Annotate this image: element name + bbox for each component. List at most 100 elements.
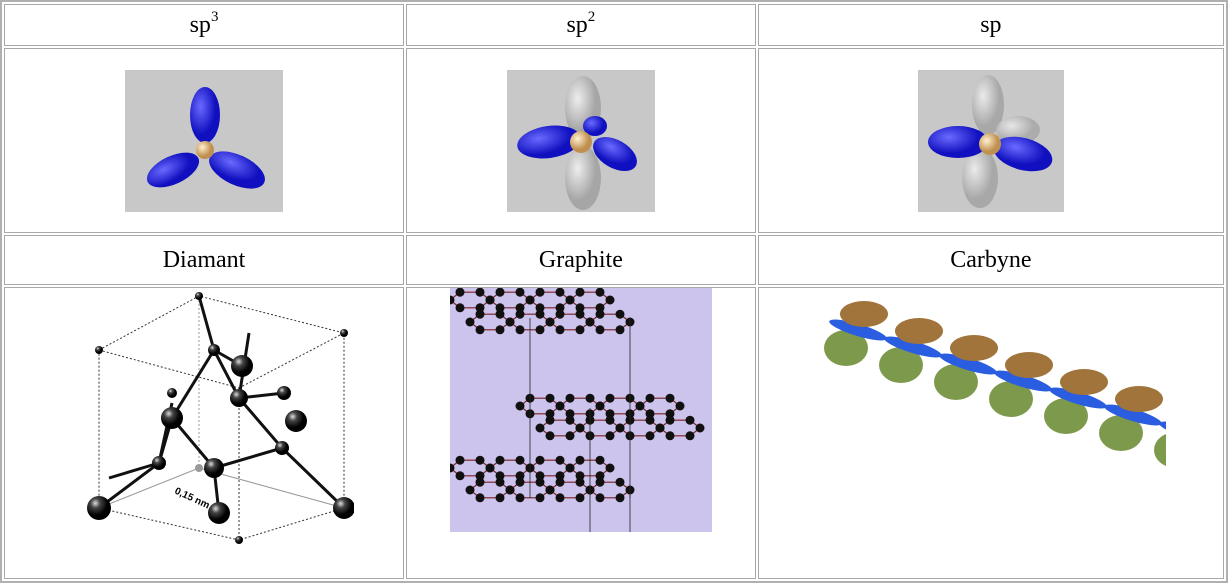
atom xyxy=(615,477,625,487)
atom xyxy=(495,477,505,487)
atom xyxy=(555,303,565,313)
sp3-orbital xyxy=(125,69,284,212)
green-lobe xyxy=(878,347,923,383)
atom xyxy=(565,431,575,441)
header-text: sp xyxy=(566,11,588,38)
atom xyxy=(595,455,605,465)
atom xyxy=(565,295,575,305)
atom xyxy=(605,393,615,403)
atom xyxy=(575,303,585,313)
atom xyxy=(505,317,515,327)
green-lobe xyxy=(823,330,868,366)
atom xyxy=(575,455,585,465)
atom xyxy=(465,485,475,495)
atom xyxy=(555,309,565,319)
atom xyxy=(615,423,625,433)
atom xyxy=(685,431,695,441)
atom xyxy=(595,325,605,335)
atom xyxy=(555,493,565,503)
atom xyxy=(535,325,545,335)
atom xyxy=(635,401,645,411)
name-row: Diamant Graphite Carbyne xyxy=(4,235,1224,285)
atom xyxy=(535,288,545,297)
atom xyxy=(485,463,495,473)
atom xyxy=(605,415,615,425)
atom xyxy=(595,303,605,313)
atom xyxy=(555,401,565,411)
atom xyxy=(515,401,525,411)
atom xyxy=(615,493,625,503)
atom xyxy=(515,477,525,487)
blue-lobe xyxy=(939,353,997,375)
brown-lobe xyxy=(1059,369,1108,395)
atom xyxy=(475,471,485,481)
atom xyxy=(585,393,595,403)
atom xyxy=(645,393,655,403)
atom xyxy=(575,423,585,433)
atom xyxy=(575,471,585,481)
blue-lobe xyxy=(1049,387,1107,409)
blue-lobe xyxy=(1104,404,1162,426)
atom xyxy=(595,309,605,319)
atom xyxy=(545,317,555,327)
structure-cell: 0,15 nm xyxy=(4,287,405,579)
atom xyxy=(595,288,605,297)
atom xyxy=(545,485,555,495)
atom xyxy=(455,303,465,313)
atom xyxy=(645,431,655,441)
atom xyxy=(495,303,505,313)
brown-lobe xyxy=(839,301,888,327)
blue-lobe xyxy=(829,319,887,341)
header-text: sp xyxy=(980,11,1002,38)
atom xyxy=(449,463,455,473)
atom xyxy=(685,415,695,425)
atom xyxy=(485,295,495,305)
header-cell: sp2 xyxy=(406,4,756,46)
atom xyxy=(695,423,705,433)
atom xyxy=(665,409,675,419)
atom xyxy=(665,393,675,403)
atom xyxy=(615,309,625,319)
structure-row: 0,15 nm xyxy=(4,287,1224,579)
header-cell: sp xyxy=(757,4,1224,46)
atom xyxy=(515,493,525,503)
brown-lobe xyxy=(1004,352,1053,378)
brown-lobe xyxy=(894,318,943,344)
atom xyxy=(495,455,505,465)
atom xyxy=(595,493,605,503)
atom xyxy=(575,325,585,335)
green-lobe xyxy=(933,364,978,400)
atom xyxy=(545,409,555,419)
atom xyxy=(595,471,605,481)
atom xyxy=(545,415,555,425)
atom xyxy=(645,409,655,419)
brown-lobe xyxy=(1114,386,1163,412)
orbital-cell xyxy=(757,48,1224,233)
atom xyxy=(475,309,485,319)
atom xyxy=(515,455,525,465)
atom xyxy=(475,303,485,313)
atom xyxy=(605,295,615,305)
green-lobe xyxy=(988,381,1033,417)
atom xyxy=(675,401,685,411)
structure-cell xyxy=(757,287,1224,579)
atom xyxy=(505,485,515,495)
carbyne-structure xyxy=(815,288,1166,498)
atom xyxy=(655,423,665,433)
sp-orbital xyxy=(917,69,1064,212)
atom xyxy=(535,477,545,487)
orbital-cell xyxy=(4,48,405,233)
atom xyxy=(475,455,485,465)
green-lobe xyxy=(1098,415,1143,451)
blue-lobe xyxy=(884,336,942,358)
header-text: sp xyxy=(189,11,211,38)
atom xyxy=(455,288,465,297)
atom xyxy=(515,288,525,297)
atom xyxy=(615,325,625,335)
atom xyxy=(555,288,565,297)
atom xyxy=(565,415,575,425)
atom xyxy=(449,295,455,305)
atom xyxy=(475,325,485,335)
header-sup: 3 xyxy=(210,8,219,25)
atom xyxy=(515,471,525,481)
